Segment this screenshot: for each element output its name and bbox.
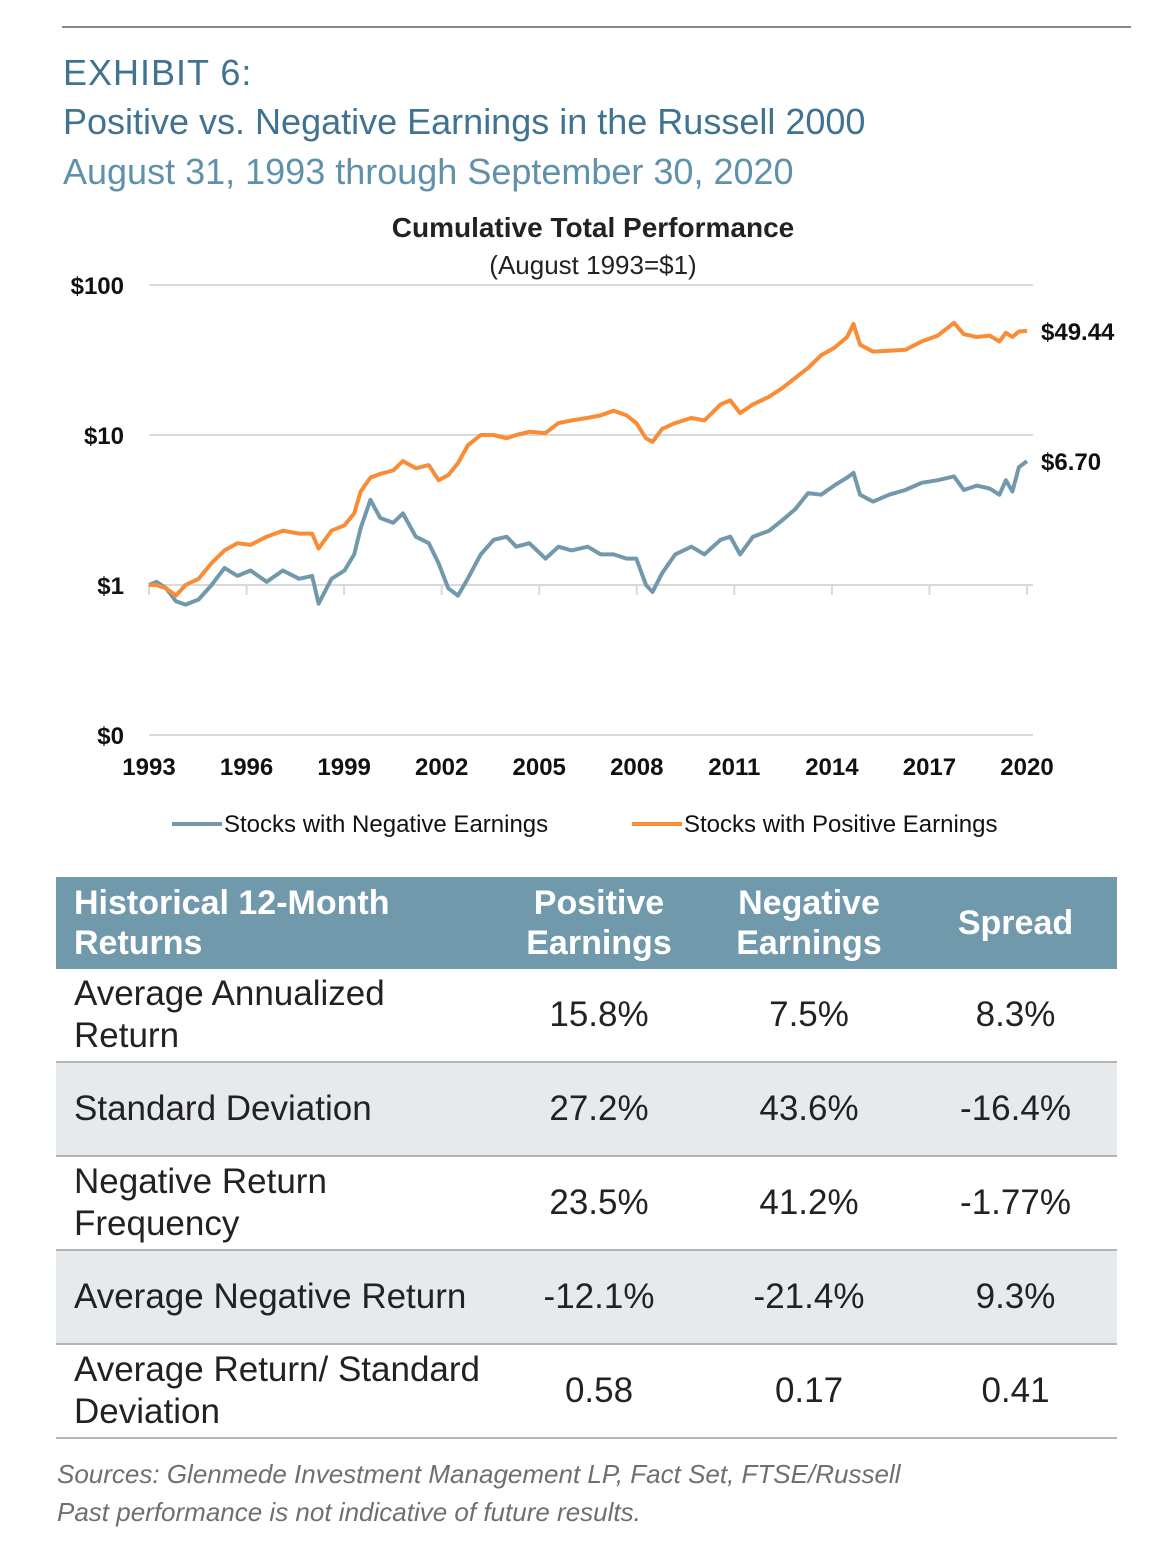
cell-spread: 8.3% [914,969,1117,1063]
table-row: Average Return/ Standard Deviation 0.58 0.… [56,1344,1117,1439]
table-row: Average Annualized Return 15.8% 7.5% 8.3% [56,969,1117,1063]
cell-negative: 43.6% [704,1062,914,1157]
cell-negative: 41.2% [704,1156,914,1251]
header-metric: Historical 12-Month Returns [56,877,494,969]
series-line-negative [148,459,1029,607]
cell-positive: 0.58 [494,1344,704,1439]
table-row: Negative Return Frequency 23.5% 41.2% -1.77… [56,1156,1117,1251]
table-row: Standard Deviation 27.2% 43.6% -16.4% [56,1062,1117,1157]
cell-positive: 15.8% [494,969,704,1063]
top-divider [62,26,1131,28]
cell-metric: Negative Return Frequency [56,1156,494,1251]
returns-table: Historical 12-Month Returns Positive Ear… [56,877,1117,1439]
legend-label-positive: Stocks with Positive Earnings [684,811,997,838]
end-value-label: $49.44 [1041,319,1115,346]
cell-negative: 0.17 [704,1344,914,1439]
cell-spread: -1.77% [914,1156,1117,1251]
exhibit-title: Positive vs. Negative Earnings in the Ru… [63,101,866,142]
header-negative: Negative Earnings [704,877,914,969]
x-tick-label: 2005 [513,754,566,781]
performance-chart: Cumulative Total Performance (August 199… [71,212,1115,838]
x-tick-label: 2008 [610,754,663,781]
table-header-row: Historical 12-Month Returns Positive Ear… [56,877,1117,969]
cell-positive: -12.1% [494,1250,704,1345]
x-tick-label: 1999 [317,754,370,781]
x-tick-label: 2017 [903,754,956,781]
cell-metric: Average Return/ Standard Deviation [56,1344,494,1439]
header-positive: Positive Earnings [494,877,704,969]
y-tick-label: $1 [97,573,124,600]
cell-spread: 9.3% [914,1250,1117,1345]
y-tick-label: $0 [97,723,124,750]
x-tick-label: 2011 [708,754,760,781]
legend: Stocks with Negative Earnings Stocks wit… [172,811,997,838]
series-line-positive [149,320,1028,598]
x-tick-label: 1996 [220,754,273,781]
x-tick-label: 1993 [122,754,175,781]
cell-positive: 23.5% [494,1156,704,1251]
exhibit-label: EXHIBIT 6: [63,52,253,93]
y-tick-label: $100 [71,273,124,300]
cell-negative: -21.4% [704,1250,914,1345]
cell-spread: -16.4% [914,1062,1117,1157]
x-tick-label: 2014 [805,754,859,781]
cell-metric: Average Negative Return [56,1250,494,1345]
cell-negative: 7.5% [704,969,914,1063]
end-value-label: $6.70 [1041,449,1101,476]
sources-note: Sources: Glenmede Investment Management … [57,1459,901,1489]
legend-label-negative: Stocks with Negative Earnings [224,811,548,838]
y-tick-label: $10 [84,423,124,450]
x-tick-label: 2002 [415,754,468,781]
chart-title: Cumulative Total Performance [392,212,794,243]
cell-spread: 0.41 [914,1344,1117,1439]
cell-metric: Standard Deviation [56,1062,494,1157]
header-spread: Spread [914,877,1117,969]
x-tick-label: 2020 [1000,754,1053,781]
exhibit-subtitle: August 31, 1993 through September 30, 20… [63,151,794,192]
disclaimer-note: Past performance is not indicative of fu… [57,1497,641,1527]
cell-positive: 27.2% [494,1062,704,1157]
cell-metric: Average Annualized Return [56,969,494,1063]
table-row: Average Negative Return -12.1% -21.4% 9.3% [56,1250,1117,1345]
chart-subtitle: (August 1993=$1) [489,250,696,280]
